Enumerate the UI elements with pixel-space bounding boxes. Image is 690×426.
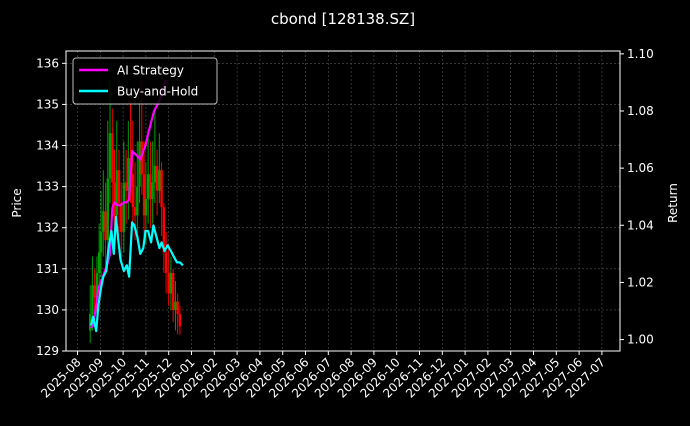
candle-body bbox=[176, 301, 179, 315]
candle-body bbox=[146, 174, 150, 199]
candle-body bbox=[111, 133, 114, 183]
y-tick-label: 132 bbox=[36, 221, 59, 235]
plot-frame bbox=[65, 50, 621, 352]
candle-body bbox=[142, 174, 146, 216]
candle-body bbox=[160, 170, 163, 208]
candle-body bbox=[158, 170, 161, 191]
y-tick-label: 129 bbox=[36, 344, 59, 358]
candle-body bbox=[99, 231, 103, 253]
y2-tick-label: 1.08 bbox=[627, 104, 654, 118]
y-tick-label: 136 bbox=[36, 56, 59, 70]
y2-tick-label: 1.06 bbox=[627, 161, 654, 175]
candle-body bbox=[97, 252, 101, 273]
candle-body bbox=[153, 166, 157, 183]
candle-body bbox=[122, 182, 126, 232]
candle-body bbox=[106, 178, 109, 241]
candle-body bbox=[104, 211, 107, 241]
candle-body bbox=[144, 198, 148, 216]
y-axis-label: Price bbox=[10, 188, 24, 217]
legend-label: AI Strategy bbox=[117, 64, 184, 78]
candle-body bbox=[162, 207, 166, 253]
candle-body bbox=[155, 166, 159, 191]
candle-body bbox=[91, 285, 94, 315]
candle-body bbox=[169, 272, 173, 294]
y2-tick-label: 1.02 bbox=[627, 275, 654, 289]
candle-body bbox=[113, 182, 116, 216]
candle-body bbox=[95, 272, 99, 298]
y-tick-label: 134 bbox=[36, 139, 59, 153]
candle-body bbox=[174, 301, 177, 310]
candle-body bbox=[127, 157, 130, 191]
y-tick-label: 133 bbox=[36, 180, 59, 194]
candle-body bbox=[108, 133, 112, 179]
candle-body bbox=[178, 314, 182, 327]
y2-axis-label: Return bbox=[666, 183, 680, 223]
candle-body bbox=[93, 285, 96, 298]
candle-body bbox=[164, 252, 168, 273]
candle-body bbox=[120, 203, 123, 232]
candle-body bbox=[131, 174, 135, 208]
candle-body bbox=[151, 182, 154, 199]
y-tick-label: 130 bbox=[36, 303, 59, 317]
y2-tick-label: 1.04 bbox=[627, 218, 654, 232]
y2-tick-label: 1.00 bbox=[627, 333, 654, 347]
legend-box bbox=[72, 57, 218, 105]
y-tick-label: 135 bbox=[36, 97, 59, 111]
candle-body bbox=[133, 207, 137, 216]
candle-body bbox=[171, 272, 175, 310]
candle-body bbox=[115, 170, 118, 216]
y-tick-label: 131 bbox=[36, 262, 59, 276]
candle-body bbox=[89, 314, 92, 331]
candle-body bbox=[149, 174, 152, 199]
candle-body bbox=[117, 170, 121, 204]
candle-body bbox=[102, 211, 105, 232]
candle-body bbox=[124, 182, 128, 191]
legend-label: Buy-and-Hold bbox=[117, 85, 198, 99]
candle-body bbox=[167, 272, 170, 294]
y2-tick-label: 1.10 bbox=[627, 47, 654, 61]
candle-body bbox=[138, 141, 141, 187]
candle-body bbox=[136, 186, 139, 216]
series-line-buy-and-hold bbox=[89, 215, 184, 333]
chart-title: cbond [128138.SZ] bbox=[271, 10, 415, 28]
legend: AI Strategy Buy-and-Hold bbox=[72, 57, 218, 105]
